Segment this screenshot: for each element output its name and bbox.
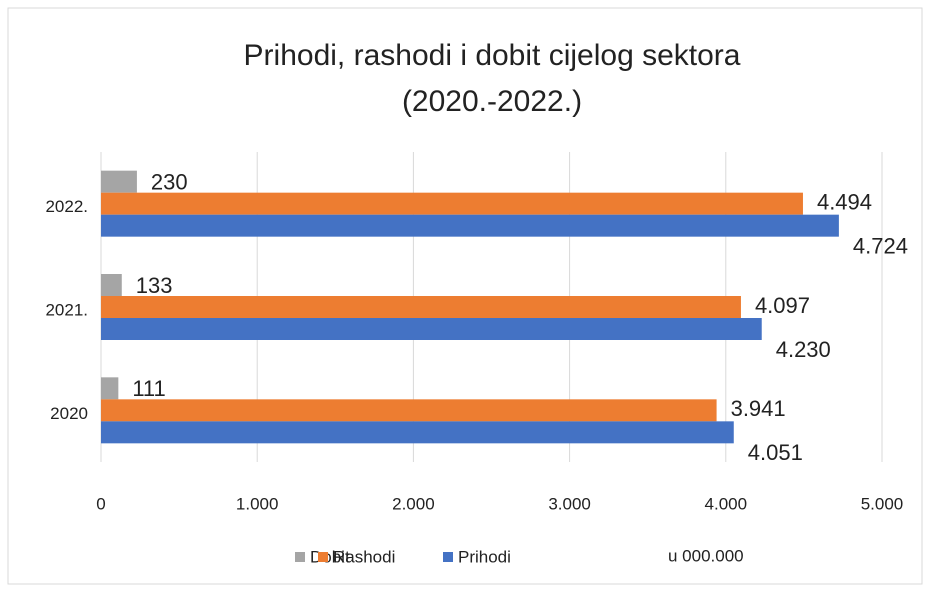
y-tick-label: 2020 bbox=[50, 404, 88, 423]
data-label: 4.051 bbox=[748, 440, 803, 465]
y-tick-label: 2021. bbox=[45, 300, 88, 319]
data-label: 111 bbox=[132, 376, 165, 401]
bar bbox=[101, 296, 741, 318]
y-tick-label: 2022. bbox=[45, 197, 88, 216]
chart-title: (2020.-2022.) bbox=[402, 85, 582, 118]
bar bbox=[101, 170, 137, 193]
bar bbox=[101, 318, 762, 340]
chart-title: Prihodi, rashodi i dobit cijelog sektora bbox=[244, 39, 741, 72]
x-tick-label: 5.000 bbox=[861, 494, 904, 513]
legend-label: Rashodi bbox=[333, 547, 395, 566]
x-tick-label: 2.000 bbox=[392, 494, 435, 513]
bar bbox=[101, 192, 803, 215]
x-tick-label: 3.000 bbox=[548, 494, 591, 513]
data-label: 230 bbox=[151, 169, 188, 194]
annotation: u 000.000 bbox=[668, 546, 744, 565]
bar bbox=[101, 274, 122, 296]
x-tick-label: 1.000 bbox=[236, 494, 279, 513]
bar bbox=[101, 377, 119, 400]
x-tick-label: 4.000 bbox=[705, 494, 748, 513]
data-label: 133 bbox=[136, 273, 173, 298]
data-label: 4.494 bbox=[817, 189, 872, 214]
legend-swatch bbox=[295, 552, 305, 562]
x-tick-label: 0 bbox=[96, 494, 105, 513]
bar bbox=[101, 399, 717, 422]
data-label: 4.097 bbox=[755, 293, 810, 318]
data-label: 4.230 bbox=[776, 337, 831, 362]
data-label: 4.724 bbox=[853, 233, 908, 258]
data-label: 3.941 bbox=[731, 396, 786, 421]
bar bbox=[101, 421, 734, 444]
bar bbox=[101, 214, 839, 237]
legend-swatch bbox=[318, 552, 328, 562]
legend-label: Prihodi bbox=[458, 547, 511, 566]
legend-swatch bbox=[443, 552, 453, 562]
